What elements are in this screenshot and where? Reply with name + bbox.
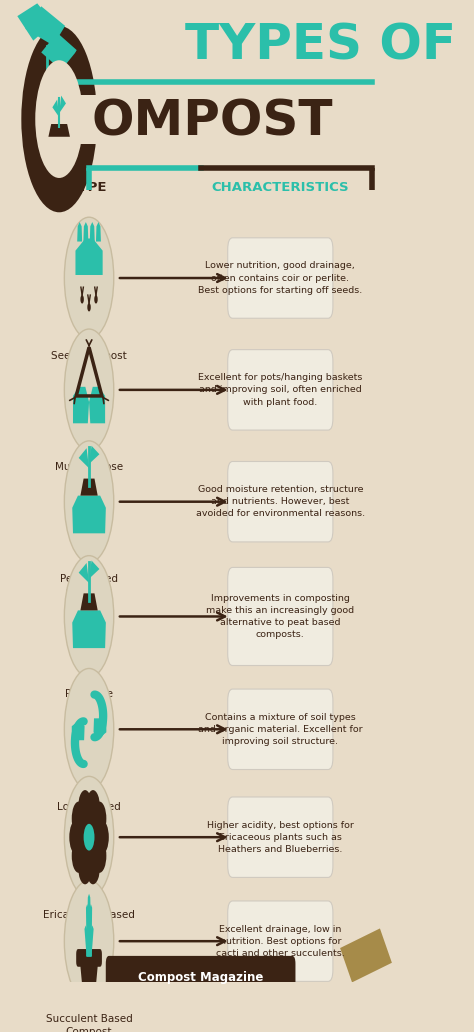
- Text: Contains a mixture of soil types
and organic material. Excellent for
improving s: Contains a mixture of soil types and org…: [198, 713, 363, 746]
- FancyBboxPatch shape: [228, 350, 333, 430]
- Polygon shape: [81, 479, 98, 495]
- Polygon shape: [86, 904, 91, 957]
- Polygon shape: [80, 958, 99, 985]
- Polygon shape: [48, 124, 70, 137]
- Polygon shape: [87, 904, 92, 957]
- Polygon shape: [340, 929, 392, 982]
- Polygon shape: [89, 560, 100, 579]
- Text: Excellent for pots/hanging baskets
and improving soil, often enriched
with plant: Excellent for pots/hanging baskets and i…: [198, 374, 363, 407]
- Text: Succulent Based
Compost: Succulent Based Compost: [46, 1013, 132, 1032]
- Polygon shape: [72, 495, 106, 534]
- FancyBboxPatch shape: [106, 956, 295, 999]
- Circle shape: [86, 850, 100, 884]
- Circle shape: [64, 669, 114, 791]
- Text: TYPES OF: TYPES OF: [185, 22, 456, 69]
- Polygon shape: [72, 720, 84, 740]
- Circle shape: [86, 791, 100, 825]
- Polygon shape: [83, 222, 88, 241]
- FancyBboxPatch shape: [228, 689, 333, 770]
- Circle shape: [83, 824, 94, 850]
- Polygon shape: [53, 99, 59, 118]
- FancyBboxPatch shape: [228, 461, 333, 542]
- Circle shape: [81, 295, 84, 303]
- Polygon shape: [75, 238, 103, 275]
- Text: OMPOST: OMPOST: [91, 97, 333, 146]
- Circle shape: [64, 880, 114, 1002]
- Text: Peat Based
Compost: Peat Based Compost: [60, 574, 118, 598]
- Polygon shape: [77, 222, 82, 241]
- Polygon shape: [87, 926, 94, 957]
- Polygon shape: [96, 222, 101, 241]
- Polygon shape: [73, 387, 89, 423]
- Text: Good moisture retention, structure
and nutrients. However, best
avoided for envi: Good moisture retention, structure and n…: [196, 485, 365, 518]
- Text: Multipurpose
Compost: Multipurpose Compost: [55, 462, 123, 485]
- Circle shape: [64, 441, 114, 562]
- FancyBboxPatch shape: [228, 568, 333, 666]
- Circle shape: [72, 839, 86, 873]
- Circle shape: [64, 776, 114, 898]
- FancyBboxPatch shape: [228, 901, 333, 981]
- Text: Excellent drainage, low in
nutrition. Best options for
cacti and other succulent: Excellent drainage, low in nutrition. Be…: [216, 925, 345, 958]
- Polygon shape: [89, 446, 100, 464]
- Circle shape: [94, 295, 98, 303]
- Text: Compost Magazine: Compost Magazine: [138, 971, 264, 983]
- Circle shape: [64, 555, 114, 677]
- Polygon shape: [59, 96, 66, 114]
- Text: Ericaceous Based
Compost: Ericaceous Based Compost: [43, 910, 135, 933]
- Circle shape: [87, 303, 91, 312]
- Polygon shape: [79, 562, 89, 583]
- Text: Higher acidity, best options for
Ericaceous plants such as
Heathers and Blueberr: Higher acidity, best options for Ericace…: [207, 820, 354, 853]
- FancyBboxPatch shape: [228, 237, 333, 318]
- Polygon shape: [87, 894, 91, 957]
- Polygon shape: [41, 33, 77, 70]
- Circle shape: [64, 329, 114, 451]
- Polygon shape: [93, 718, 106, 739]
- Text: Peat Free
Compost: Peat Free Compost: [65, 689, 113, 712]
- Circle shape: [92, 839, 106, 873]
- Circle shape: [80, 814, 99, 861]
- Text: TYPE: TYPE: [70, 182, 108, 194]
- Polygon shape: [90, 222, 95, 241]
- Polygon shape: [79, 448, 89, 469]
- FancyBboxPatch shape: [228, 797, 333, 877]
- Circle shape: [78, 850, 92, 884]
- Polygon shape: [72, 610, 106, 648]
- Circle shape: [92, 802, 106, 836]
- Circle shape: [21, 26, 97, 213]
- Text: Seed Compost: Seed Compost: [51, 351, 127, 360]
- Polygon shape: [25, 6, 65, 45]
- Polygon shape: [59, 95, 99, 143]
- Text: CHARACTERISTICS: CHARACTERISTICS: [211, 182, 349, 194]
- Polygon shape: [84, 926, 91, 957]
- Circle shape: [69, 820, 83, 854]
- Circle shape: [78, 791, 92, 825]
- Polygon shape: [89, 387, 105, 423]
- Circle shape: [35, 60, 83, 178]
- Text: Loam Based
Compost: Loam Based Compost: [57, 802, 121, 825]
- FancyBboxPatch shape: [76, 949, 102, 967]
- Circle shape: [72, 802, 86, 836]
- Circle shape: [95, 820, 109, 854]
- Circle shape: [64, 217, 114, 338]
- Polygon shape: [18, 3, 53, 40]
- Text: Improvements in composting
make this an increasingly good
alternative to peat ba: Improvements in composting make this an …: [206, 593, 355, 639]
- Polygon shape: [81, 593, 98, 610]
- Text: Lower nutrition, good drainage,
often contains coir or perlite.
Best options for: Lower nutrition, good drainage, often co…: [198, 261, 363, 295]
